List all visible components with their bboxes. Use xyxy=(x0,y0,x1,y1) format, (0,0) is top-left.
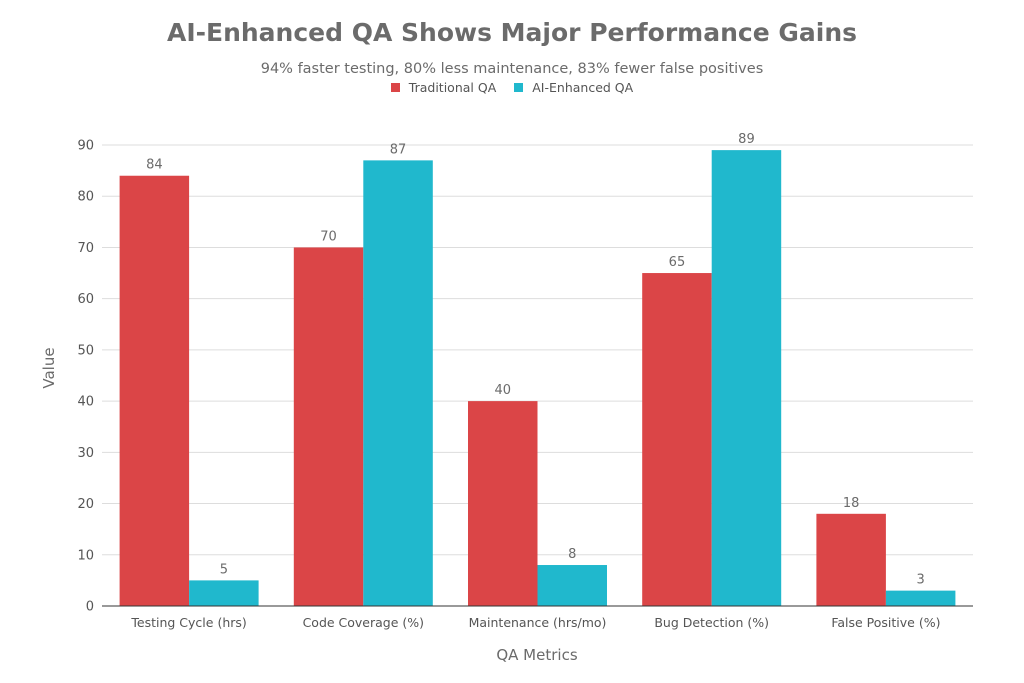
y-tick-label: 50 xyxy=(77,343,94,358)
bar[interactable] xyxy=(816,513,886,606)
legend-swatch-ai-enhanced xyxy=(514,83,524,92)
data-label: 70 xyxy=(320,229,337,244)
data-labels: 84 5 70 87 40 8 65 89 18 3 xyxy=(146,132,925,588)
legend-label-ai-enhanced: AI-Enhanced QA xyxy=(532,80,634,95)
y-axis-title: Value xyxy=(40,347,58,388)
y-tick-label: 80 xyxy=(77,190,94,205)
x-tick-label: Maintenance (hrs/mo) xyxy=(469,615,607,630)
chart-title: AI-Enhanced QA Shows Major Performance G… xyxy=(166,18,858,47)
bar[interactable] xyxy=(468,401,538,606)
bar[interactable] xyxy=(189,580,259,606)
chart-subtitle: 94% faster testing, 80% less maintenance… xyxy=(260,61,764,77)
legend-label-traditional: Traditional QA xyxy=(408,80,497,95)
x-tick-label: Testing Cycle (hrs) xyxy=(130,615,246,630)
data-label: 8 xyxy=(568,547,576,562)
legend-item-traditional[interactable]: Traditional QA xyxy=(390,80,497,95)
data-label: 87 xyxy=(390,142,407,157)
data-label: 18 xyxy=(843,496,860,511)
y-tick-label: 10 xyxy=(77,548,94,563)
data-label: 84 xyxy=(146,158,163,173)
y-tick-label: 60 xyxy=(77,292,94,307)
bar[interactable] xyxy=(537,565,608,606)
axes: 0 10 20 30 40 50 60 70 80 90 Testing Cycle (hrs) Co… xyxy=(77,139,973,630)
y-tick-label: 40 xyxy=(77,395,94,410)
y-tick-label: 30 xyxy=(77,446,94,461)
x-axis-title: QA Metrics xyxy=(496,646,577,664)
bar[interactable] xyxy=(363,160,433,606)
bar[interactable] xyxy=(119,175,190,606)
data-label: 5 xyxy=(220,562,228,577)
data-label: 3 xyxy=(917,573,925,588)
data-label: 89 xyxy=(738,132,755,147)
y-tick-label: 70 xyxy=(77,241,94,256)
legend-swatch-traditional xyxy=(390,83,400,92)
y-tick-label: 20 xyxy=(77,497,94,512)
x-tick-label: Bug Detection (%) xyxy=(654,615,769,630)
bar[interactable] xyxy=(642,273,712,606)
y-tick-label: 90 xyxy=(77,139,94,154)
legend: Traditional QA AI-Enhanced QA xyxy=(0,80,1024,95)
bar[interactable] xyxy=(711,150,782,606)
bars xyxy=(119,150,956,606)
bar[interactable] xyxy=(293,247,364,606)
data-label: 40 xyxy=(494,383,511,398)
x-tick-label: False Positive (%) xyxy=(831,615,940,630)
bar[interactable] xyxy=(885,590,956,606)
legend-item-ai-enhanced[interactable]: AI-Enhanced QA xyxy=(514,80,633,95)
data-label: 65 xyxy=(669,255,686,270)
y-tick-label: 0 xyxy=(86,600,94,615)
x-tick-label: Code Coverage (%) xyxy=(303,615,424,630)
